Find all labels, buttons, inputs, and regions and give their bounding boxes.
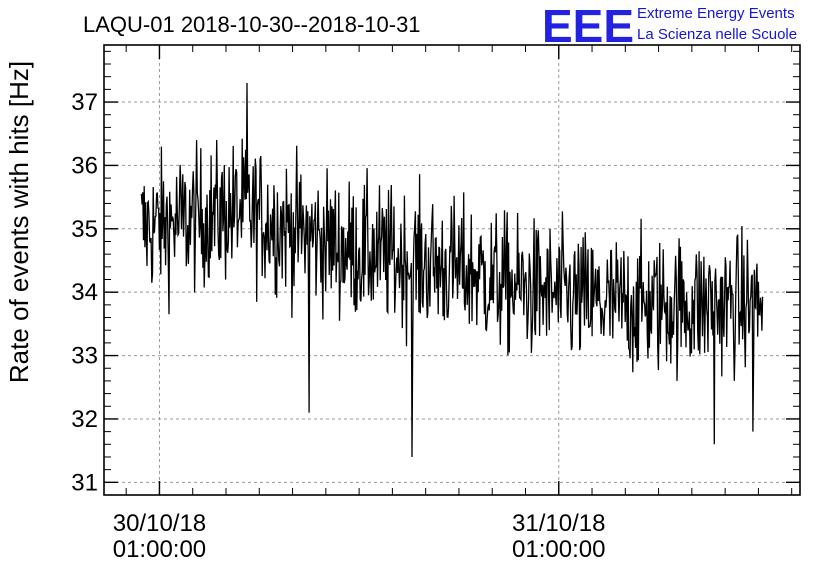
x-tick-label-time: 01:00:00 (512, 536, 605, 563)
y-tick-label: 34 (71, 279, 98, 306)
y-axis-title: Rate of events with hits [Hz] (4, 61, 34, 383)
x-tick-label-time: 01:00:00 (113, 536, 206, 563)
plot-frame (103, 44, 801, 496)
x-tick-label-date: 30/10/18 (113, 510, 206, 537)
y-tick-label: 33 (71, 343, 98, 370)
y-tick-label: 32 (71, 406, 98, 433)
eee-logo: EEE Extreme Energy Events La Scienza nel… (542, 0, 797, 52)
y-tick-label: 31 (71, 469, 98, 496)
y-tick-label: 37 (71, 89, 98, 116)
chart-title: LAQU-01 2018-10-30--2018-10-31 (83, 12, 421, 37)
logo-line-2: La Scienza nelle Scuole (637, 26, 797, 43)
y-ticks: 31 32 33 34 35 36 37 (71, 89, 800, 496)
y-tick-label: 36 (71, 152, 98, 179)
logo-line-1: Extreme Energy Events (637, 5, 795, 22)
series-line (140, 82, 764, 458)
x-tick-label-date: 31/10/18 (512, 510, 605, 537)
y-tick-label: 35 (71, 216, 98, 243)
rate-series-line (140, 82, 764, 458)
eee-logo-mark: EEE (542, 0, 634, 52)
